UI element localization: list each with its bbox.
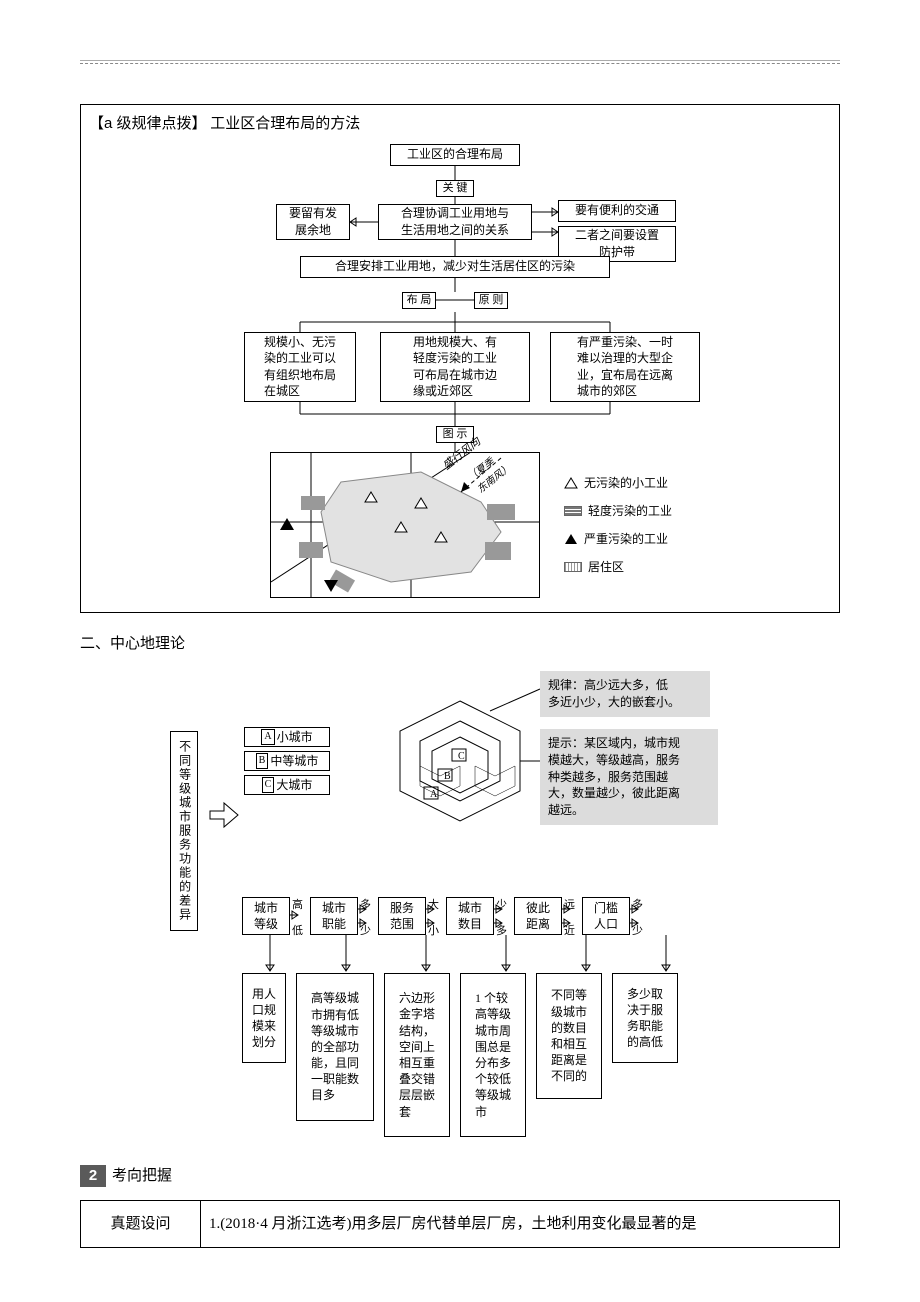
svg-text:B: B [444,771,451,782]
node-row2: 合理安排工业用地，减少对生活居住区的污染 [300,256,610,278]
legend-a: 无污染的小工业 [564,474,668,492]
city-A: AA 小城市小城市 [244,727,330,747]
node-root: 工业区的合理布局 [390,144,520,166]
row-b: 城市 职能 [310,897,358,935]
dots-icon [564,562,582,572]
node-c3: 有严重污染、一时 难以治理的大型企 业，宜布局在远离 城市的郊区 [550,332,700,402]
section2-heading: 二、中心地理论 [80,633,840,656]
node-bl: 布 局 [402,292,436,309]
node-c1: 规模小、无污 染的工业可以 有组织地布局 在城区 [244,332,356,402]
row-b-dn: 少 [360,923,371,940]
row-e-dn: 近 [564,923,575,940]
row-d-up: 少 [496,897,507,914]
kaoxiang-row: 2 考向把握 [80,1165,840,1188]
legend-c: 严重污染的工业 [564,530,668,548]
table-row: 真题设问 1.(2018·4 月浙江选考)用多层厂房代替单层厂房，土地利用变化最… [81,1200,840,1248]
row-b-up: 多 [360,897,371,914]
kx-text: 考向把握 [112,1165,172,1188]
grey2: 提示：某区域内，城市规 模越大，等级越高，服务 种类越多，服务范围越 大，数量越… [540,729,718,825]
page-top-rule [80,60,840,61]
row-e: 彼此 距离 [514,897,562,935]
rule-box-1: 【a 级规律点拨】 工业区合理布局的方法 [80,104,840,613]
node-yz: 原 则 [474,292,508,309]
qa-table: 真题设问 1.(2018·4 月浙江选考)用多层厂房代替单层厂房，土地利用变化最… [80,1200,840,1249]
row-f-up: 多 [632,897,643,914]
legend-a-text: 无污染的小工业 [584,474,668,492]
box1-tag: 【a 级规律点拨】 [89,115,207,132]
box1-title: 【a 级规律点拨】 工业区合理布局的方法 [89,113,831,136]
legend-d: 居住区 [564,558,624,576]
col-a: 用人 口规 模来 划分 [242,973,286,1063]
diagram-central-place: C B A [170,671,750,1151]
city-B: B中等城市 [244,751,330,771]
svg-text:A: A [430,789,438,800]
qa-label: 真题设问 [81,1200,201,1248]
row-c-dn: 小 [428,923,439,940]
node-center1: 合理协调工业用地与 生活用地之间的关系 [378,204,532,240]
vtitle-text: 不同等级城市服务功能的差异 [177,740,190,922]
hatch-icon [564,506,582,516]
grey1: 规律：高少远大多，低 多近小少，大的嵌套小。 [540,671,710,717]
col-b: 高等级城 市拥有低 等级城市 的全部功 能，且同 一职能数 目多 [296,973,374,1121]
qa-body: 1.(2018·4 月浙江选考)用多层厂房代替单层厂房，土地利用变化最显著的是 [201,1200,840,1248]
row-c: 服务 范围 [378,897,426,935]
row-f-dn: 少 [632,923,643,940]
node-key: 关 键 [436,180,474,197]
svg-text:C: C [458,751,465,762]
legend-b: 轻度污染的工业 [564,502,672,520]
col-f: 多少取 决于服 务职能 的高低 [612,973,678,1063]
kx-num: 2 [80,1165,106,1187]
row-c-up: 大 [428,897,439,914]
row-a-dn: 低 [292,923,303,940]
row-d: 城市 数目 [446,897,494,935]
row-f: 门槛 人口 [582,897,630,935]
box1-title-text: 工业区合理布局的方法 [207,116,361,132]
diagram-industrial-layout: 工业区的合理布局 关 键 要留有发 展余地 合理协调工业用地与 生活用地之间的关… [180,144,740,604]
row-a-up: 高 [292,897,303,914]
row-e-up: 远 [564,897,575,914]
col-c: 六边形 金字塔 结构， 空间上 相互重 叠交错 层层嵌 套 [384,973,450,1137]
legend-c-text: 严重污染的工业 [584,530,668,548]
legend-b-text: 轻度污染的工业 [588,502,672,520]
page-top-dashed [80,63,840,64]
node-left1: 要留有发 展余地 [276,204,350,240]
row-d-dn: 多 [496,923,507,940]
node-right1a: 要有便利的交通 [558,200,676,222]
legend-d-text: 居住区 [588,558,624,576]
col-e: 不同等 级城市 的数目 和相互 距离是 不同的 [536,973,602,1099]
col-d: 1 个较 高等级 城市周 围总是 分布多 个较低 等级城 市 [460,973,526,1137]
city-C: C大城市 [244,775,330,795]
row-a: 城市 等级 [242,897,290,935]
node-c2: 用地规模大、有 轻度污染的工业 可布局在城市边 缘或近郊区 [380,332,530,402]
vtitle-box: 不同等级城市服务功能的差异 [170,731,198,931]
